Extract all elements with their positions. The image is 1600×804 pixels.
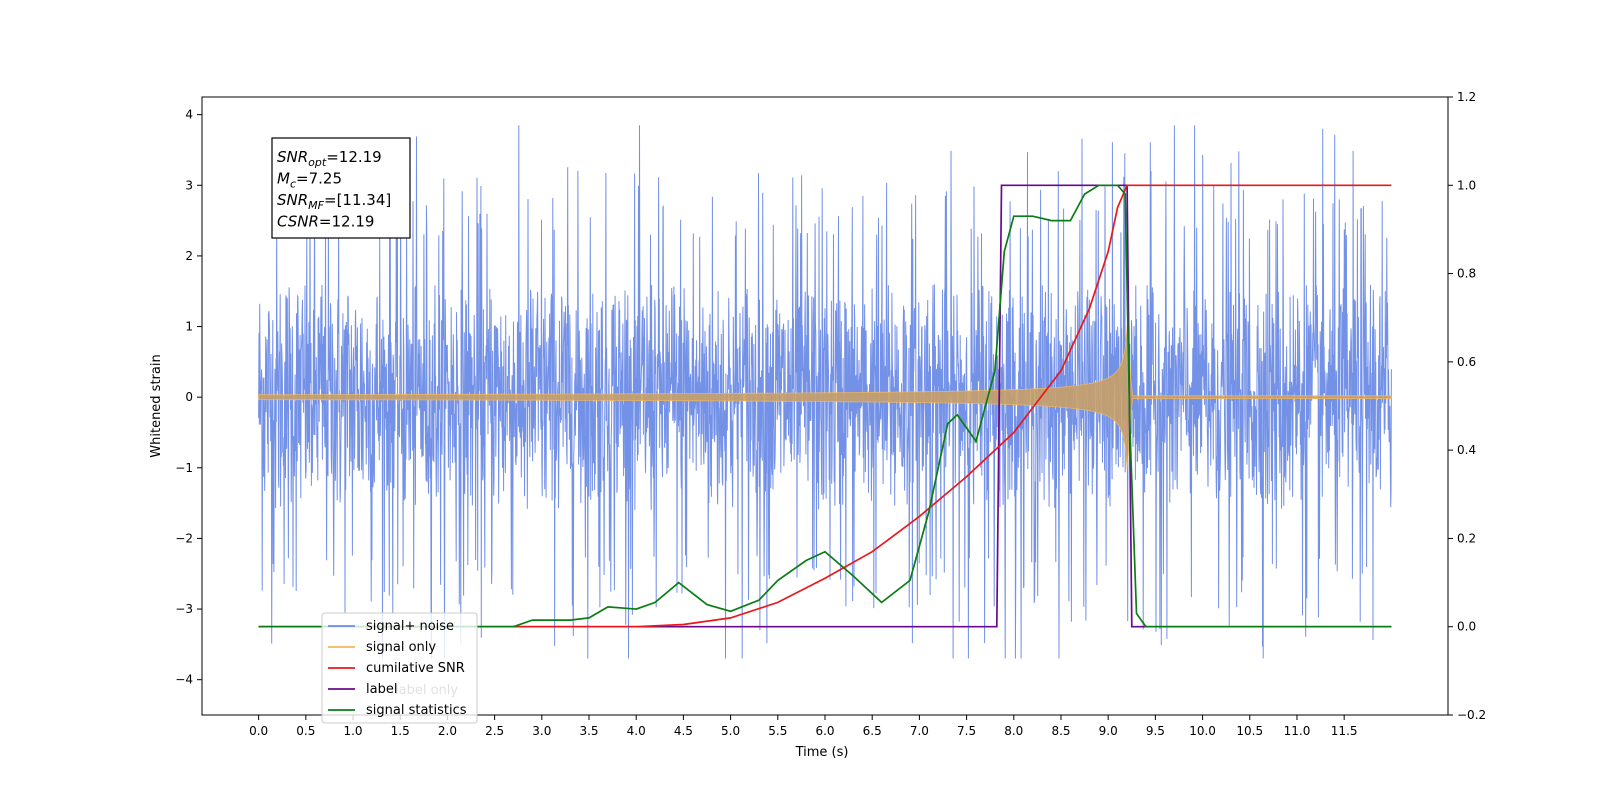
y-tick-label: −2 (175, 531, 193, 545)
y-axis-left: −4 −3 −2 −1 0 1 2 3 4 (175, 108, 202, 687)
x-tick-label: 2.5 (485, 724, 504, 738)
legend-label: signal only (366, 640, 436, 655)
annotation-line: SNRMF=[11.34] (277, 191, 391, 212)
series-signal-statistics-line (258, 184, 1392, 628)
x-tick-label: 11.5 (1331, 724, 1358, 738)
x-tick-label: 4.5 (674, 724, 693, 738)
x-tick-label: 9.5 (1146, 724, 1165, 738)
x-tick-label: 3.0 (532, 724, 551, 738)
y-tick-label: −1 (175, 461, 193, 475)
plot-area (258, 125, 1392, 659)
x-tick-label: 0.0 (249, 724, 268, 738)
y2-tick-label: 1.2 (1457, 90, 1476, 104)
legend-label: label (366, 682, 397, 697)
x-tick-label: 10.5 (1236, 724, 1263, 738)
legend-label: signal statistics (366, 703, 467, 718)
annotation-frame (271, 137, 411, 239)
y2-tick-label: 0.0 (1457, 620, 1476, 634)
x-tick-label: 5.0 (721, 724, 740, 738)
series-label-line (258, 184, 1392, 628)
y-axis-right: −0.2 0.0 0.2 0.4 0.6 0.8 1.0 1.2 (1448, 90, 1486, 722)
y2-tick-label: 0.6 (1457, 355, 1476, 369)
y-tick-label: 3 (185, 178, 193, 192)
x-axis-label: Time (s) (795, 745, 849, 760)
annotation-line: Mc=7.25 (277, 170, 342, 191)
y-tick-label: 4 (185, 108, 193, 122)
x-tick-label: 7.5 (957, 724, 976, 738)
legend-item-label: label (328, 682, 397, 697)
annotation-line: CSNR=12.19 (277, 213, 374, 231)
annotation-box: SNRopt=12.19Mc=7.25SNRMF=[11.34]CSNR=12.… (271, 137, 411, 239)
legend-label: cumilative SNR (366, 661, 465, 676)
y-axis-label: Whitened strain (149, 354, 164, 457)
series-signal-noise-line (258, 125, 1392, 659)
y-tick-label: 2 (185, 249, 193, 263)
y2-tick-label: −0.2 (1457, 708, 1486, 722)
x-tick-label: 6.0 (815, 724, 834, 738)
x-tick-label: 2.0 (438, 724, 457, 738)
series-cumulative-snr-line (258, 184, 1392, 628)
x-tick-label: 3.5 (579, 724, 598, 738)
y-tick-label: 0 (185, 390, 193, 404)
x-tick-label: 1.5 (391, 724, 410, 738)
legend-item-signal-noise: signal+ noise (328, 619, 454, 634)
x-tick-label: 7.0 (910, 724, 929, 738)
x-tick-label: 0.5 (296, 724, 315, 738)
x-axis: 0.0 0.5 1.0 1.5 2.0 2.5 3.0 3.5 4.0 4.5 5.0 5.5 6.0 6… (249, 715, 1358, 738)
legend-item-signal-statistics: signal statistics (328, 703, 467, 718)
legend-frame (321, 612, 478, 724)
legend-item-signal-only: signal only (328, 640, 436, 655)
legend-item-cumulative-snr: cumilative SNR (328, 661, 465, 676)
y-tick-label: 1 (185, 320, 193, 334)
x-tick-label: 5.5 (768, 724, 787, 738)
x-tick-label: 11.0 (1284, 724, 1311, 738)
x-tick-label: 6.5 (863, 724, 882, 738)
x-tick-label: 10.0 (1189, 724, 1216, 738)
y2-tick-label: 0.4 (1457, 443, 1476, 457)
y2-tick-label: 0.2 (1457, 531, 1476, 545)
legend-label: signal+ noise (366, 619, 454, 634)
y2-tick-label: 0.8 (1457, 267, 1476, 281)
y2-tick-label: 1.0 (1457, 178, 1476, 192)
y-tick-label: −3 (175, 602, 193, 616)
series-signal-only-line (258, 325, 1392, 470)
y-tick-label: −4 (175, 673, 193, 687)
x-tick-label: 8.5 (1051, 724, 1070, 738)
x-tick-label: 8.0 (1004, 724, 1023, 738)
x-tick-label: 4.0 (627, 724, 646, 738)
x-tick-label: 1.0 (343, 724, 362, 738)
x-tick-label: 9.0 (1099, 724, 1118, 738)
annotation-line: SNRopt=12.19 (277, 148, 382, 169)
